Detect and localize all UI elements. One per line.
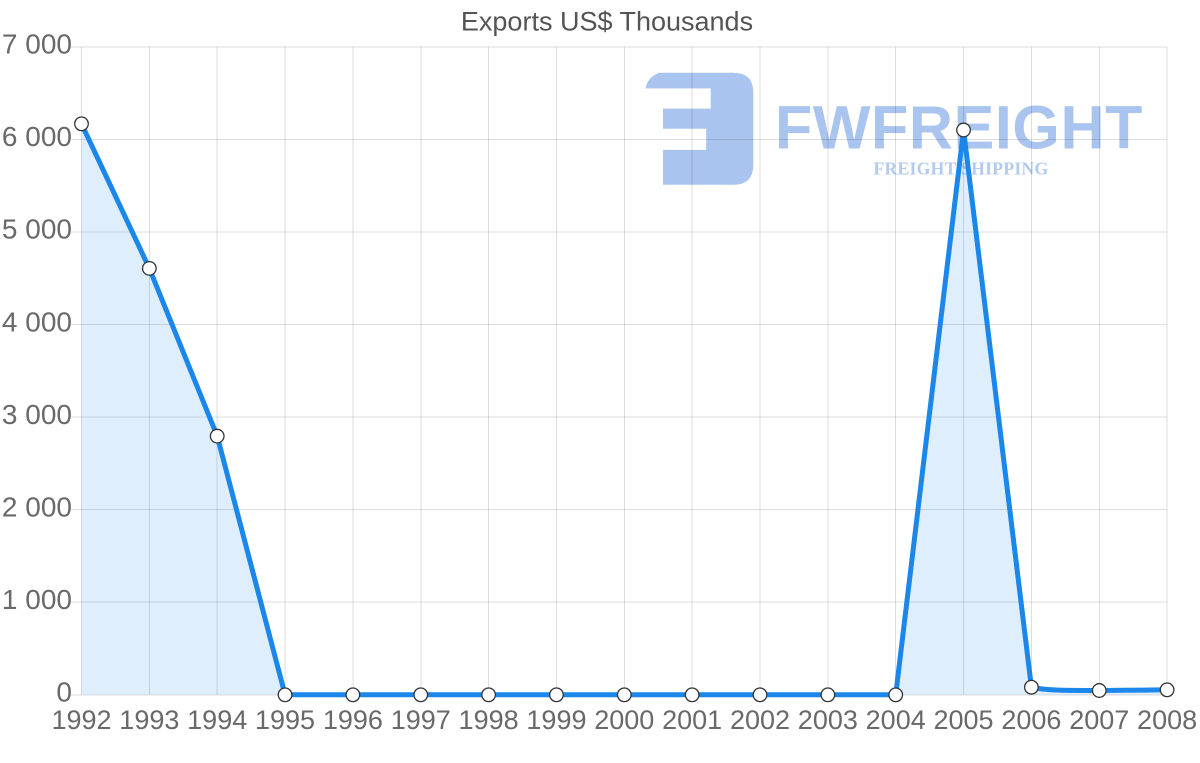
svg-text:2007: 2007 — [1069, 705, 1129, 735]
svg-text:2005: 2005 — [934, 705, 994, 735]
svg-text:1993: 1993 — [119, 705, 179, 735]
svg-text:2006: 2006 — [1001, 705, 1061, 735]
svg-text:3 000: 3 000 — [2, 399, 72, 430]
svg-text:2002: 2002 — [730, 705, 790, 735]
svg-text:1996: 1996 — [323, 705, 383, 735]
svg-text:1995: 1995 — [255, 705, 315, 735]
svg-text:2000: 2000 — [594, 705, 654, 735]
svg-text:1992: 1992 — [51, 705, 111, 735]
svg-text:1997: 1997 — [391, 705, 451, 735]
svg-text:4 000: 4 000 — [2, 306, 72, 337]
svg-text:1 000: 1 000 — [2, 584, 72, 615]
svg-text:1994: 1994 — [187, 705, 247, 735]
svg-text:Exports US$ Thousands: Exports US$ Thousands — [461, 7, 753, 37]
svg-text:5 000: 5 000 — [2, 214, 72, 245]
svg-text:1998: 1998 — [459, 705, 519, 735]
svg-text:2004: 2004 — [866, 705, 926, 735]
svg-text:2 000: 2 000 — [2, 492, 72, 523]
svg-text:2001: 2001 — [662, 705, 722, 735]
svg-text:0: 0 — [56, 677, 72, 708]
svg-text:6 000: 6 000 — [2, 121, 72, 152]
svg-text:2003: 2003 — [798, 705, 858, 735]
svg-text:2008: 2008 — [1137, 705, 1197, 735]
svg-text:7 000: 7 000 — [2, 29, 72, 60]
svg-text:1999: 1999 — [526, 705, 586, 735]
